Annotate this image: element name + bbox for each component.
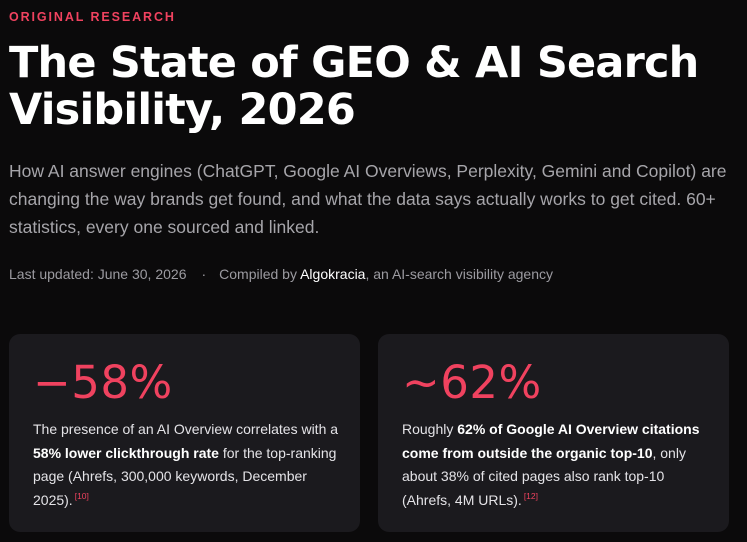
stat-text-tail: , only about 38% of cited pages also ran… — [402, 444, 686, 508]
meta-separator: · — [201, 266, 207, 282]
stat-value: −58% — [33, 356, 173, 409]
page-subtitle: How AI answer engines (ChatGPT, Google A… — [9, 161, 727, 237]
citation-link[interactable]: [12] — [523, 490, 538, 501]
author-link[interactable]: Algokracia — [300, 266, 366, 282]
eyebrow-label: ORIGINAL RESEARCH — [9, 10, 176, 24]
stat-value: ~62% — [402, 356, 542, 409]
compiled-prefix: Compiled by — [219, 266, 301, 282]
stat-card-citations: ~62% Roughly 62% of Google AI Overview c… — [378, 334, 729, 532]
stat-highlight: 58% lower clickthrough rate — [33, 444, 219, 461]
stat-highlight: 62% of Google AI Overview citations come… — [402, 421, 700, 461]
stat-description: The presence of an AI Overview correlate… — [33, 418, 345, 512]
citation-link[interactable]: [10] — [74, 490, 89, 501]
stat-description: Roughly 62% of Google AI Overview citati… — [402, 418, 714, 512]
stat-text-tail: for the top-ranking page (Ahrefs, 300,00… — [33, 444, 337, 508]
page-title: The State of GEO & AI Search Visibility,… — [9, 38, 699, 135]
last-updated: Last updated: June 30, 2026 — [9, 266, 187, 282]
stat-card-ctr: −58% The presence of an AI Overview corr… — [9, 334, 360, 532]
stat-text-lead: The presence of an AI Overview correlate… — [33, 421, 339, 437]
compiled-suffix: , an AI-search visibility agency — [365, 266, 553, 282]
article-meta: Last updated: June 30, 2026 · Compiled by … — [9, 266, 553, 282]
stat-text-lead: Roughly — [402, 421, 458, 437]
